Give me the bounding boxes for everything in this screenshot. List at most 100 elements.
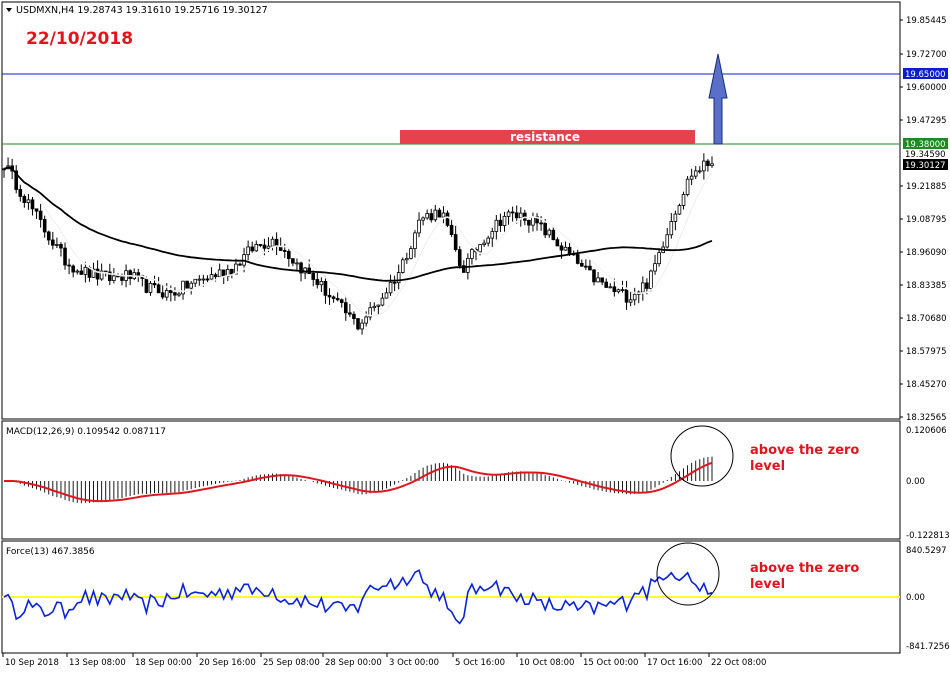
candle-body — [453, 234, 458, 250]
candle-body — [287, 250, 291, 260]
y-tick-label: 18.45270 — [906, 380, 947, 390]
candle-body — [681, 194, 686, 206]
candle-body — [107, 271, 112, 281]
candle-body — [356, 318, 360, 330]
candle-body — [592, 269, 596, 283]
x-tick-label: 22 Oct 08:00 — [711, 658, 766, 668]
candle-body — [429, 213, 434, 221]
candle-body — [71, 265, 75, 273]
candle-body — [669, 221, 674, 236]
menu-triangle-icon[interactable] — [6, 8, 12, 12]
candle-body — [405, 257, 409, 261]
macd-series — [4, 456, 713, 504]
candle-body — [482, 242, 486, 245]
candle-body — [291, 258, 295, 264]
candle-body — [702, 160, 706, 172]
y-tick-label: 18.70680 — [906, 314, 947, 324]
candle-body — [217, 269, 222, 278]
candle-body — [392, 281, 397, 284]
candle-body — [112, 275, 116, 281]
candle-body — [266, 245, 271, 249]
candle-body — [213, 274, 218, 278]
candle-body — [364, 316, 368, 324]
candle-body — [22, 196, 27, 203]
candle-body — [160, 292, 165, 298]
y-tick-label: 18.83385 — [906, 281, 947, 291]
candle-body — [103, 270, 108, 273]
candle-body — [527, 219, 531, 226]
y-tick-label: 19.21885 — [906, 182, 947, 192]
candle-body — [323, 281, 328, 296]
candle-body — [478, 244, 482, 253]
candle-body — [612, 286, 617, 293]
candle-body — [164, 289, 169, 298]
candle-body — [193, 278, 198, 284]
candle-body — [360, 322, 364, 330]
candle-body — [18, 189, 23, 197]
candle-body — [653, 263, 657, 272]
candle-body — [51, 239, 55, 246]
candle-body — [547, 229, 552, 236]
candle-body — [181, 280, 185, 295]
candle-body — [518, 212, 523, 219]
candle-body — [282, 250, 287, 252]
candle-body — [331, 296, 336, 299]
candle-body — [234, 263, 238, 275]
candle-body — [230, 269, 234, 275]
y-tick-label: 18.57975 — [906, 347, 947, 357]
candle-body — [42, 219, 47, 233]
macd-panel — [1, 420, 901, 540]
candle-body — [551, 229, 556, 241]
candle-body — [543, 222, 547, 236]
candle-body — [470, 249, 474, 259]
candle-body — [693, 170, 698, 177]
price-panel — [1, 1, 901, 420]
x-tick-label: 17 Oct 16:00 — [647, 658, 702, 668]
candle-body — [645, 282, 649, 289]
candle-body — [555, 239, 560, 247]
candle-body — [246, 246, 250, 256]
candle-body — [604, 281, 609, 288]
candle-body — [531, 216, 535, 226]
candle-body — [457, 249, 462, 267]
x-tick-label: 10 Oct 08:00 — [519, 658, 574, 668]
force-highlight-circle — [656, 542, 720, 606]
slow-ma-line — [3, 166, 713, 282]
candle-body — [437, 209, 442, 218]
candle-body — [120, 276, 124, 281]
candle-body — [2, 168, 6, 171]
blue-level-tag — [903, 68, 948, 79]
candle-body — [563, 246, 568, 251]
candle-body — [657, 252, 661, 265]
candle-body — [421, 217, 425, 221]
symbol-header: USDMXN,H4 19.28743 19.31610 19.25716 19.… — [16, 5, 268, 16]
candle-body — [539, 222, 543, 225]
macd-annotation: above the zero level — [750, 443, 859, 474]
candle-body — [128, 270, 132, 279]
candle-body — [433, 209, 438, 221]
fast-ma-outline — [16, 172, 713, 317]
candle-body — [169, 289, 173, 294]
candle-body — [380, 297, 385, 306]
candle-body — [559, 245, 564, 251]
candle-body — [689, 175, 694, 180]
macd-label: MACD(12,26,9) 0.109542 0.087117 — [6, 427, 166, 437]
candle-body — [620, 289, 625, 292]
y-tick-label: 19.47295 — [906, 116, 947, 126]
candle-body — [588, 265, 592, 271]
candle-body — [461, 265, 466, 273]
candle-body — [628, 299, 633, 303]
candle-body — [685, 178, 690, 195]
candle-body — [55, 244, 59, 246]
candle-body — [608, 286, 613, 289]
candle-body — [596, 277, 600, 283]
candle-body — [26, 199, 31, 203]
candle-body — [327, 294, 332, 298]
candle-body — [63, 247, 67, 266]
candle-body — [156, 284, 161, 294]
candle-body — [624, 289, 629, 303]
candle-body — [299, 262, 303, 274]
candle-body — [413, 232, 417, 249]
candle-body — [250, 246, 255, 252]
